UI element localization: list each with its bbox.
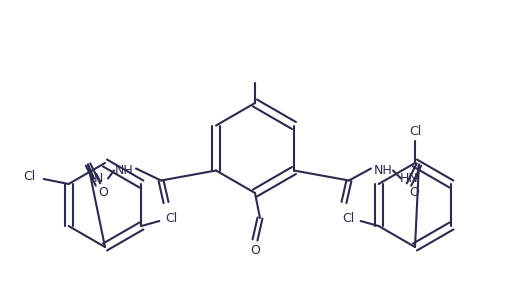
Text: O: O xyxy=(98,186,108,199)
Text: O: O xyxy=(250,244,260,257)
Text: HN: HN xyxy=(400,172,418,185)
Text: Cl: Cl xyxy=(165,213,178,226)
Text: Cl: Cl xyxy=(409,125,421,138)
Text: O: O xyxy=(409,186,419,199)
Text: NH: NH xyxy=(374,164,392,177)
Text: Cl: Cl xyxy=(23,170,36,184)
Text: Cl: Cl xyxy=(343,213,355,226)
Text: NH: NH xyxy=(115,164,133,177)
Text: N: N xyxy=(93,172,103,185)
